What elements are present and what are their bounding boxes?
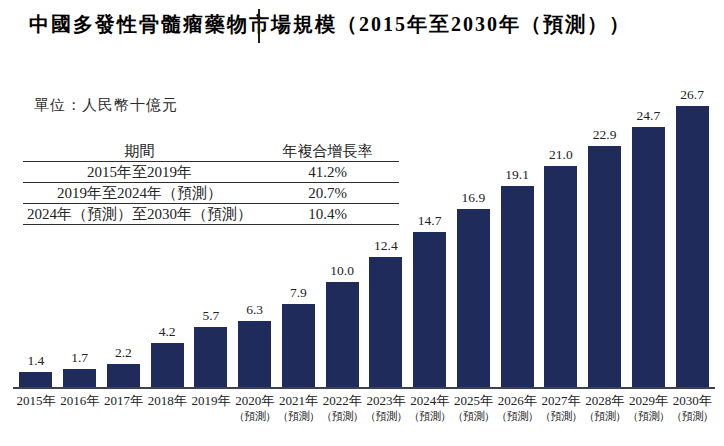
x-tick-year: 2030年 — [670, 393, 714, 409]
x-tick-label: 2024年（預測） — [408, 393, 452, 423]
x-tick-forecast: （預測） — [364, 409, 408, 423]
bar — [457, 209, 490, 387]
x-tick-year: 2025年 — [452, 393, 496, 409]
bar-value-label: 4.2 — [159, 324, 176, 340]
bar-group: 21.0 — [539, 147, 583, 387]
bar-group: 1.7 — [58, 350, 102, 387]
x-tick-label: 2015年 — [14, 393, 58, 423]
x-tick-label: 2019年 — [189, 393, 233, 423]
x-tick-year: 2022年 — [320, 393, 364, 409]
x-tick-forecast: （預測） — [320, 409, 364, 423]
bar-value-label: 2.2 — [115, 345, 132, 361]
x-tick-year: 2016年 — [58, 393, 102, 409]
bar — [238, 321, 271, 387]
x-tick-year: 2023年 — [364, 393, 408, 409]
x-tick-year: 2019年 — [189, 393, 233, 409]
x-tick-forecast: （預測） — [233, 409, 277, 423]
x-tick-label: 2028年（預測） — [583, 393, 627, 423]
x-tick-year: 2029年 — [627, 393, 671, 409]
bar-value-label: 22.9 — [593, 127, 617, 143]
bar-group: 1.4 — [14, 353, 58, 387]
bar-value-label: 7.9 — [290, 285, 307, 301]
x-tick-year: 2021年 — [277, 393, 321, 409]
bar-group: 10.0 — [320, 263, 364, 387]
bar-value-label: 1.7 — [71, 350, 88, 366]
x-tick-label: 2018年 — [145, 393, 189, 423]
bar-value-label: 10.0 — [330, 263, 354, 279]
bar-group: 5.7 — [189, 308, 233, 387]
bar — [632, 127, 665, 387]
bar-group: 14.7 — [408, 213, 452, 387]
bar-group: 4.2 — [145, 324, 189, 387]
x-tick-year: 2026年 — [495, 393, 539, 409]
x-tick-label: 2020年（預測） — [233, 393, 277, 423]
x-tick-year: 2027年 — [539, 393, 583, 409]
x-tick-label: 2027年（預測） — [539, 393, 583, 423]
bar — [282, 304, 315, 387]
x-tick-year: 2028年 — [583, 393, 627, 409]
x-tick-label: 2017年 — [102, 393, 146, 423]
bar-value-label: 21.0 — [549, 147, 573, 163]
bars: 1.4 1.7 2.2 4.2 5.7 6.3 7.9 10.0 12.4 14.7 16.9 19.… — [14, 86, 714, 387]
bar — [413, 232, 446, 387]
bar-value-label: 26.7 — [680, 87, 704, 103]
bar — [63, 369, 96, 387]
bar-value-label: 14.7 — [418, 213, 442, 229]
bar-value-label: 6.3 — [246, 302, 263, 318]
x-tick-label: 2023年（預測） — [364, 393, 408, 423]
x-tick-forecast: （預測） — [277, 409, 321, 423]
x-tick-forecast: （預測） — [539, 409, 583, 423]
x-tick-year: 2017年 — [102, 393, 146, 409]
x-tick-label: 2030年（預測） — [670, 393, 714, 423]
bar-group: 6.3 — [233, 302, 277, 387]
bar — [501, 186, 534, 387]
bar-group: 26.7 — [670, 87, 714, 387]
bar — [19, 372, 52, 387]
bar-group: 2.2 — [102, 345, 146, 387]
bar — [588, 146, 621, 387]
bar — [194, 327, 227, 387]
bar-group: 7.9 — [277, 285, 321, 387]
x-tick-forecast: （預測） — [452, 409, 496, 423]
bar — [326, 282, 359, 387]
bar — [544, 166, 577, 387]
x-tick-label: 2022年（預測） — [320, 393, 364, 423]
bar — [151, 343, 184, 387]
x-axis-labels: 2015年2016年2017年2018年2019年2020年（預測）2021年（… — [14, 393, 714, 423]
bar-value-label: 24.7 — [637, 108, 661, 124]
bar-value-label: 19.1 — [505, 167, 529, 183]
x-tick-year: 2020年 — [233, 393, 277, 409]
x-tick-label: 2025年（預測） — [452, 393, 496, 423]
bar-value-label: 5.7 — [202, 308, 219, 324]
x-tick-year: 2015年 — [14, 393, 58, 409]
bar — [107, 364, 140, 387]
x-tick-label: 2016年 — [58, 393, 102, 423]
bar-value-label: 16.9 — [462, 190, 486, 206]
bar — [676, 106, 709, 387]
x-tick-label: 2026年（預測） — [495, 393, 539, 423]
x-tick-year: 2018年 — [145, 393, 189, 409]
bar-group: 22.9 — [583, 127, 627, 387]
bar-group: 24.7 — [627, 108, 671, 387]
bar-group: 19.1 — [495, 167, 539, 387]
x-tick-label: 2029年（預測） — [627, 393, 671, 423]
x-tick-forecast: （預測） — [408, 409, 452, 423]
x-axis-line — [13, 387, 715, 389]
bar-group: 12.4 — [364, 238, 408, 388]
x-tick-year: 2024年 — [408, 393, 452, 409]
text-cursor-artifact — [258, 9, 260, 43]
page-title: 中國多發性骨髓瘤藥物市場規模（2015年至2030年（預測）） — [29, 11, 631, 38]
x-tick-forecast: （預測） — [627, 409, 671, 423]
bar-value-label: 1.4 — [27, 353, 44, 369]
x-tick-label: 2021年（預測） — [277, 393, 321, 423]
bar-value-label: 12.4 — [374, 238, 398, 254]
bar — [369, 257, 402, 388]
bar-group: 16.9 — [452, 190, 496, 387]
x-tick-forecast: （預測） — [495, 409, 539, 423]
x-tick-forecast: （預測） — [670, 409, 714, 423]
x-tick-forecast: （預測） — [583, 409, 627, 423]
